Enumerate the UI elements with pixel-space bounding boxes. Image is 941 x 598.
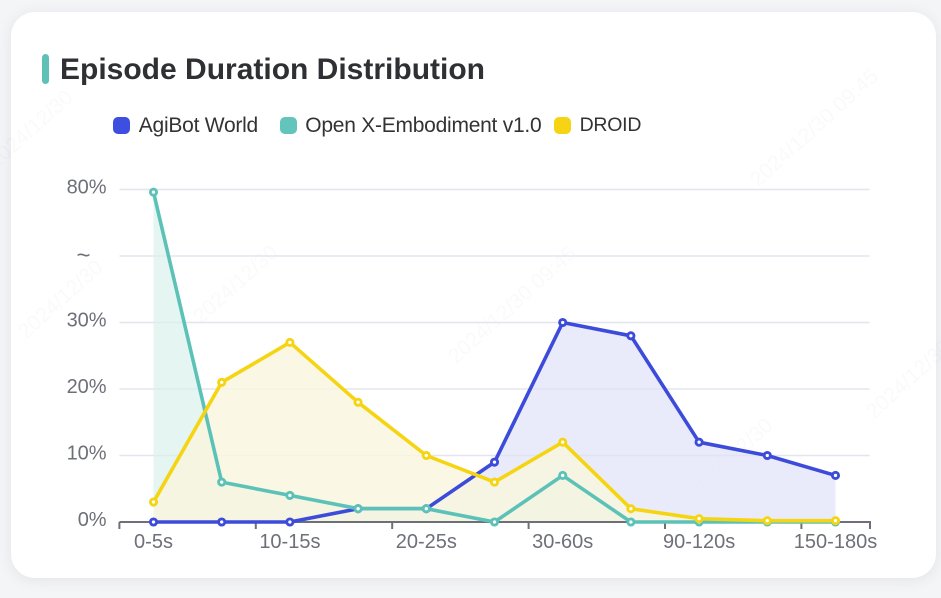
- svg-text:20%: 20%: [67, 376, 107, 398]
- svg-text:90-120s: 90-120s: [663, 531, 735, 553]
- svg-text:~: ~: [76, 242, 90, 269]
- svg-text:30-60s: 30-60s: [532, 531, 593, 553]
- svg-text:10-15s: 10-15s: [259, 531, 320, 553]
- svg-text:10%: 10%: [67, 443, 107, 465]
- svg-text:150-180s: 150-180s: [794, 531, 877, 553]
- svg-text:0-5s: 0-5s: [134, 531, 173, 553]
- svg-text:80%: 80%: [67, 177, 107, 199]
- svg-text:0%: 0%: [78, 509, 107, 531]
- svg-text:30%: 30%: [67, 310, 107, 332]
- svg-text:20-25s: 20-25s: [396, 531, 457, 553]
